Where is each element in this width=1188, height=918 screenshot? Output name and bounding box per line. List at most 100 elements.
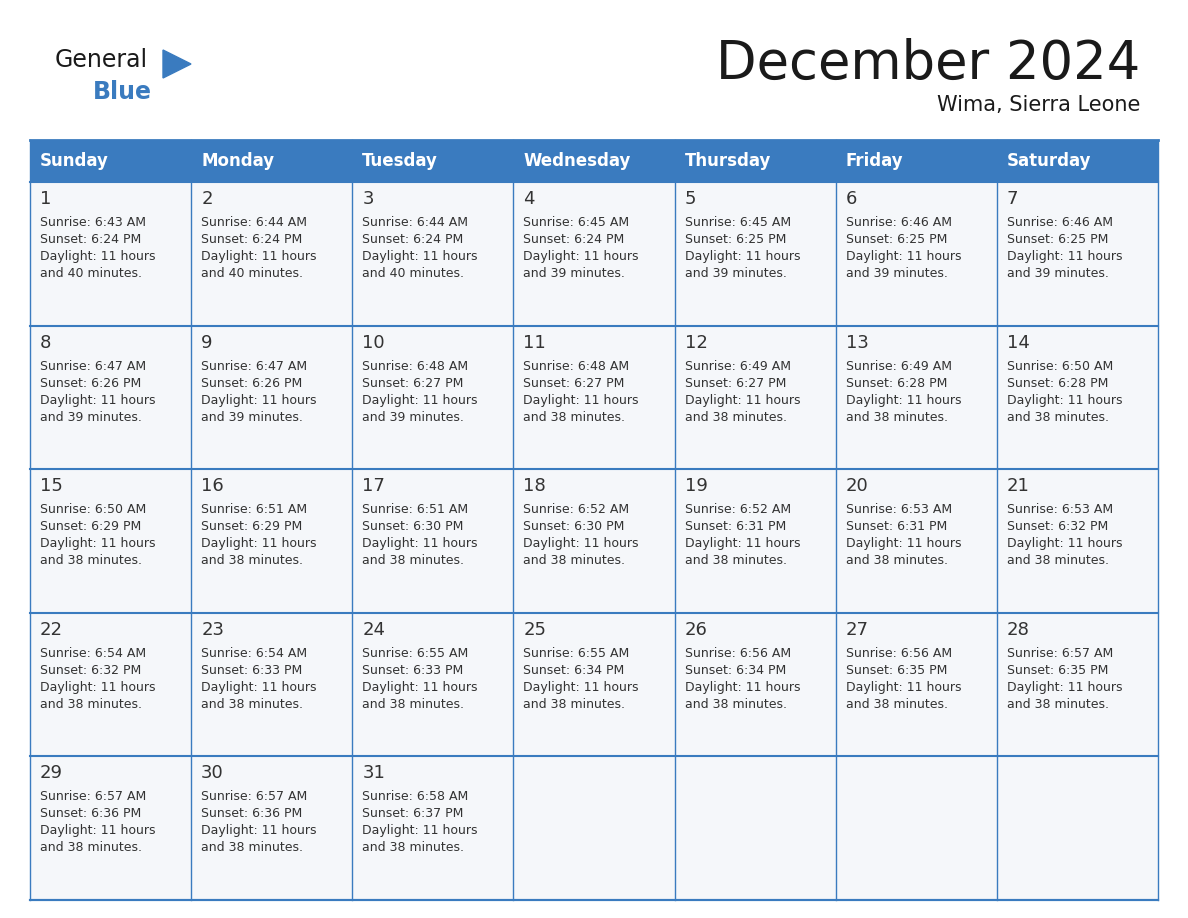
Text: Sunset: 6:31 PM: Sunset: 6:31 PM bbox=[846, 521, 947, 533]
Bar bbox=[835, 326, 997, 469]
Bar bbox=[997, 613, 1158, 756]
Text: and 38 minutes.: and 38 minutes. bbox=[1007, 698, 1108, 711]
Text: Sunset: 6:26 PM: Sunset: 6:26 PM bbox=[201, 376, 303, 389]
Text: and 38 minutes.: and 38 minutes. bbox=[362, 698, 465, 711]
Bar bbox=[513, 469, 675, 613]
Text: Sunset: 6:30 PM: Sunset: 6:30 PM bbox=[524, 521, 625, 533]
Bar bbox=[513, 140, 675, 182]
Text: Daylight: 11 hours: Daylight: 11 hours bbox=[201, 250, 317, 263]
Text: and 39 minutes.: and 39 minutes. bbox=[362, 410, 465, 423]
Text: and 39 minutes.: and 39 minutes. bbox=[1007, 267, 1108, 280]
Text: Daylight: 11 hours: Daylight: 11 hours bbox=[524, 394, 639, 407]
Bar bbox=[997, 326, 1158, 469]
Text: General: General bbox=[55, 48, 148, 72]
Text: Daylight: 11 hours: Daylight: 11 hours bbox=[524, 537, 639, 550]
Text: and 39 minutes.: and 39 minutes. bbox=[201, 410, 303, 423]
Text: and 38 minutes.: and 38 minutes. bbox=[846, 698, 948, 711]
Bar bbox=[353, 756, 513, 900]
Text: Sunset: 6:29 PM: Sunset: 6:29 PM bbox=[201, 521, 303, 533]
Text: and 38 minutes.: and 38 minutes. bbox=[1007, 410, 1108, 423]
Bar bbox=[30, 182, 191, 326]
Bar bbox=[675, 756, 835, 900]
Text: Daylight: 11 hours: Daylight: 11 hours bbox=[684, 250, 800, 263]
Text: 30: 30 bbox=[201, 765, 223, 782]
Bar bbox=[30, 756, 191, 900]
Text: Sunrise: 6:52 AM: Sunrise: 6:52 AM bbox=[684, 503, 791, 516]
Text: Daylight: 11 hours: Daylight: 11 hours bbox=[362, 394, 478, 407]
Bar bbox=[997, 182, 1158, 326]
Text: 29: 29 bbox=[40, 765, 63, 782]
Text: 14: 14 bbox=[1007, 333, 1030, 352]
Bar bbox=[30, 613, 191, 756]
Text: and 38 minutes.: and 38 minutes. bbox=[201, 698, 303, 711]
Text: Sunrise: 6:45 AM: Sunrise: 6:45 AM bbox=[524, 216, 630, 229]
Text: 5: 5 bbox=[684, 190, 696, 208]
Text: Daylight: 11 hours: Daylight: 11 hours bbox=[1007, 250, 1123, 263]
Text: Daylight: 11 hours: Daylight: 11 hours bbox=[201, 681, 317, 694]
Text: Daylight: 11 hours: Daylight: 11 hours bbox=[201, 394, 317, 407]
Text: Sunset: 6:33 PM: Sunset: 6:33 PM bbox=[201, 664, 303, 677]
Bar bbox=[353, 140, 513, 182]
Bar bbox=[191, 756, 353, 900]
Text: 12: 12 bbox=[684, 333, 707, 352]
Text: Saturday: Saturday bbox=[1007, 152, 1092, 170]
Text: Sunset: 6:24 PM: Sunset: 6:24 PM bbox=[524, 233, 625, 246]
Text: Sunrise: 6:51 AM: Sunrise: 6:51 AM bbox=[362, 503, 468, 516]
Text: 22: 22 bbox=[40, 621, 63, 639]
Text: Sunset: 6:31 PM: Sunset: 6:31 PM bbox=[684, 521, 785, 533]
Text: and 38 minutes.: and 38 minutes. bbox=[40, 698, 143, 711]
Bar bbox=[513, 326, 675, 469]
Text: 19: 19 bbox=[684, 477, 707, 495]
Bar bbox=[353, 469, 513, 613]
Text: and 38 minutes.: and 38 minutes. bbox=[1007, 554, 1108, 567]
Bar bbox=[353, 182, 513, 326]
Text: Sunrise: 6:58 AM: Sunrise: 6:58 AM bbox=[362, 790, 468, 803]
Bar bbox=[30, 140, 191, 182]
Text: Sunrise: 6:55 AM: Sunrise: 6:55 AM bbox=[524, 647, 630, 660]
Text: Sunrise: 6:45 AM: Sunrise: 6:45 AM bbox=[684, 216, 791, 229]
Text: Sunset: 6:25 PM: Sunset: 6:25 PM bbox=[1007, 233, 1108, 246]
Text: Sunday: Sunday bbox=[40, 152, 109, 170]
Text: and 38 minutes.: and 38 minutes. bbox=[362, 554, 465, 567]
Bar bbox=[675, 182, 835, 326]
Text: and 40 minutes.: and 40 minutes. bbox=[362, 267, 465, 280]
Text: and 38 minutes.: and 38 minutes. bbox=[846, 410, 948, 423]
Text: Sunrise: 6:54 AM: Sunrise: 6:54 AM bbox=[201, 647, 308, 660]
Text: Daylight: 11 hours: Daylight: 11 hours bbox=[362, 250, 478, 263]
Bar bbox=[997, 140, 1158, 182]
Text: Sunrise: 6:57 AM: Sunrise: 6:57 AM bbox=[40, 790, 146, 803]
Text: Sunrise: 6:57 AM: Sunrise: 6:57 AM bbox=[201, 790, 308, 803]
Text: Sunrise: 6:53 AM: Sunrise: 6:53 AM bbox=[1007, 503, 1113, 516]
Text: Blue: Blue bbox=[93, 80, 152, 104]
Text: Sunset: 6:32 PM: Sunset: 6:32 PM bbox=[1007, 521, 1108, 533]
Text: and 38 minutes.: and 38 minutes. bbox=[40, 554, 143, 567]
Text: 27: 27 bbox=[846, 621, 868, 639]
Bar bbox=[191, 140, 353, 182]
Bar bbox=[675, 140, 835, 182]
Text: Monday: Monday bbox=[201, 152, 274, 170]
Bar bbox=[191, 182, 353, 326]
Bar bbox=[513, 182, 675, 326]
Bar bbox=[353, 613, 513, 756]
Text: Sunset: 6:35 PM: Sunset: 6:35 PM bbox=[1007, 664, 1108, 677]
Text: Sunset: 6:33 PM: Sunset: 6:33 PM bbox=[362, 664, 463, 677]
Text: 1: 1 bbox=[40, 190, 51, 208]
Text: 18: 18 bbox=[524, 477, 546, 495]
Text: Daylight: 11 hours: Daylight: 11 hours bbox=[1007, 681, 1123, 694]
Text: Sunrise: 6:50 AM: Sunrise: 6:50 AM bbox=[40, 503, 146, 516]
Text: Sunrise: 6:49 AM: Sunrise: 6:49 AM bbox=[684, 360, 790, 373]
Text: Sunrise: 6:47 AM: Sunrise: 6:47 AM bbox=[40, 360, 146, 373]
Text: and 39 minutes.: and 39 minutes. bbox=[684, 267, 786, 280]
Text: and 38 minutes.: and 38 minutes. bbox=[684, 554, 786, 567]
Bar bbox=[835, 756, 997, 900]
Bar bbox=[997, 756, 1158, 900]
Bar bbox=[191, 613, 353, 756]
Bar bbox=[835, 182, 997, 326]
Text: 16: 16 bbox=[201, 477, 223, 495]
Text: 15: 15 bbox=[40, 477, 63, 495]
Bar bbox=[675, 613, 835, 756]
Text: Sunset: 6:28 PM: Sunset: 6:28 PM bbox=[1007, 376, 1108, 389]
Text: Sunset: 6:28 PM: Sunset: 6:28 PM bbox=[846, 376, 947, 389]
Text: Daylight: 11 hours: Daylight: 11 hours bbox=[40, 250, 156, 263]
Bar bbox=[191, 326, 353, 469]
